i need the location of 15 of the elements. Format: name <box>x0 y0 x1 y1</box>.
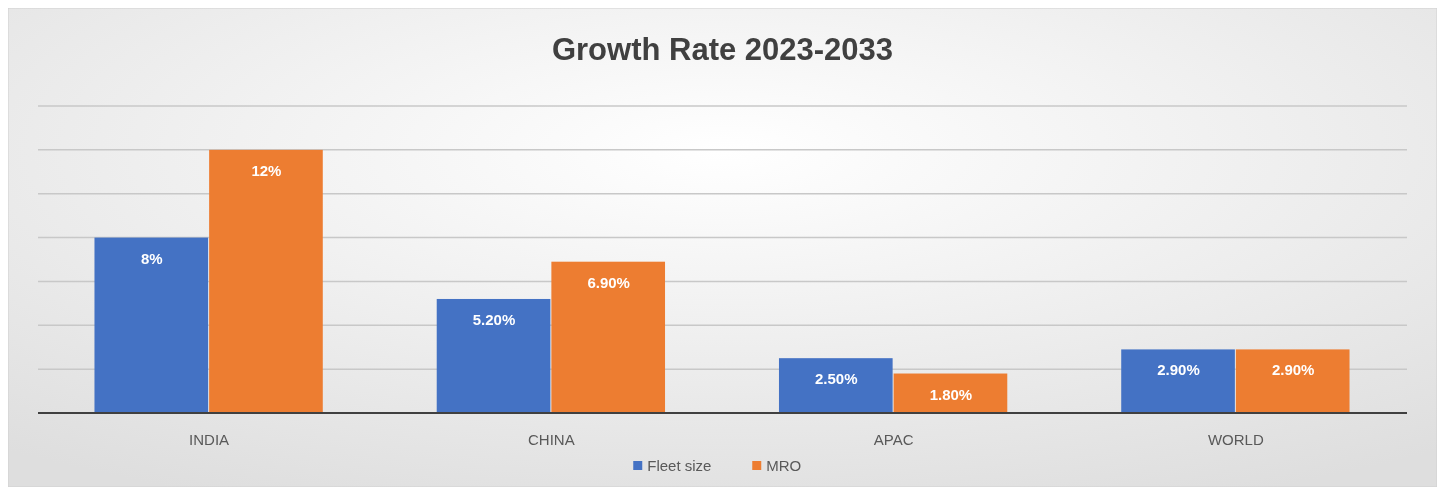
data-label: 8% <box>140 249 163 267</box>
data-label: 1.80% <box>929 385 973 403</box>
legend-label: Fleet size <box>647 457 712 474</box>
x-tick-label: CHINA <box>528 431 575 448</box>
x-tick-label: APAC <box>873 431 914 448</box>
chart-title: Growth Rate 2023-2033 <box>551 32 894 67</box>
legend-label: MRO <box>766 457 802 474</box>
data-label: 5.20% <box>472 310 516 328</box>
data-label: 6.90% <box>587 273 630 291</box>
x-tick-label: INDIA <box>189 431 230 448</box>
data-label: 2.50% <box>815 370 858 388</box>
data-label: 2.90% <box>1157 361 1200 379</box>
data-label: 12% <box>251 161 282 179</box>
data-label: 2.90% <box>1271 361 1315 379</box>
x-tick-label: WORLD <box>1207 431 1264 448</box>
